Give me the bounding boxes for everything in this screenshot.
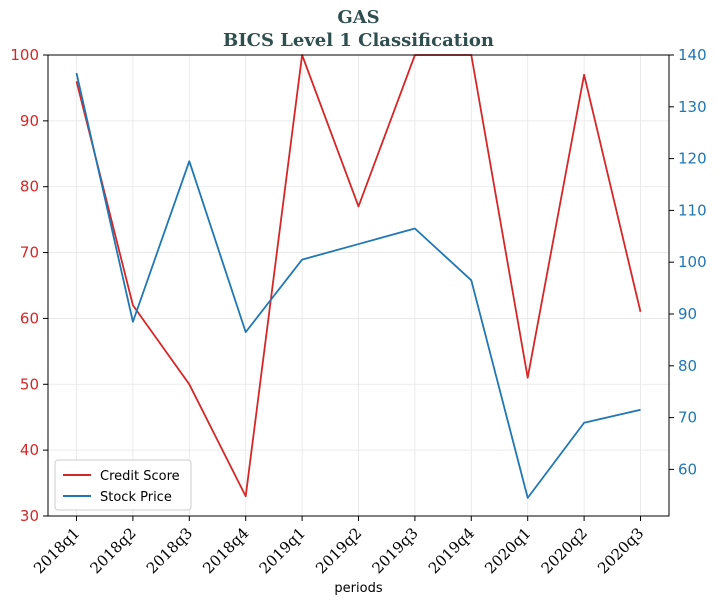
x-tick-label: 2019q2 xyxy=(312,524,365,577)
right-tick-label: 110 xyxy=(678,201,707,219)
chart-subtitle: BICS Level 1 Classification xyxy=(223,30,494,51)
left-tick-label: 70 xyxy=(20,244,39,262)
x-tick-label: 2018q2 xyxy=(86,524,139,577)
x-axis: 2018q1 2018q2 2018q3 2018q4 2019q1 2019q2 2019… xyxy=(30,516,647,577)
right-tick-label: 120 xyxy=(678,150,707,168)
right-tick-label: 80 xyxy=(678,357,697,375)
legend: Credit Score Stock Price xyxy=(54,459,192,511)
left-tick-label: 80 xyxy=(20,178,39,196)
x-tick-label: 2019q3 xyxy=(368,524,421,577)
x-tick-label: 2018q4 xyxy=(199,524,252,577)
left-tick-label: 50 xyxy=(20,375,39,393)
right-tick-label: 90 xyxy=(678,305,697,323)
x-tick-label: 2020q1 xyxy=(481,524,534,577)
right-tick-label: 70 xyxy=(678,409,697,427)
left-tick-label: 90 xyxy=(20,112,39,130)
legend-box xyxy=(54,459,192,511)
left-tick-label: 30 xyxy=(20,507,39,525)
grid-lines xyxy=(48,54,669,517)
right-tick-label: 130 xyxy=(678,98,707,116)
series-line-credit-score xyxy=(75,54,642,498)
x-tick-label: 2019q1 xyxy=(256,524,309,577)
x-tick-label: 2018q1 xyxy=(30,524,83,577)
x-tick-label: 2018q3 xyxy=(143,524,196,577)
x-tick-label: 2020q3 xyxy=(594,524,647,577)
x-tick-label: 2020q2 xyxy=(538,524,591,577)
x-tick-label: 2019q4 xyxy=(425,524,478,577)
right-y-axis: 60 70 80 90 100 110 120 130 140 xyxy=(669,46,707,478)
series-line-stock-price xyxy=(75,72,641,499)
series-layer xyxy=(75,54,642,499)
left-y-axis: 30 40 50 60 70 80 90 100 xyxy=(10,46,48,525)
chart-title: GAS xyxy=(337,7,379,28)
x-axis-label: periods xyxy=(334,581,382,596)
right-tick-label: 100 xyxy=(678,253,707,271)
left-tick-label: 100 xyxy=(10,46,39,64)
right-tick-label: 140 xyxy=(678,46,707,64)
left-tick-label: 60 xyxy=(20,309,39,327)
left-tick-label: 40 xyxy=(20,441,39,459)
legend-label-credit-score: Credit Score xyxy=(100,469,180,484)
legend-label-stock-price: Stock Price xyxy=(100,490,172,505)
right-tick-label: 60 xyxy=(678,460,697,478)
